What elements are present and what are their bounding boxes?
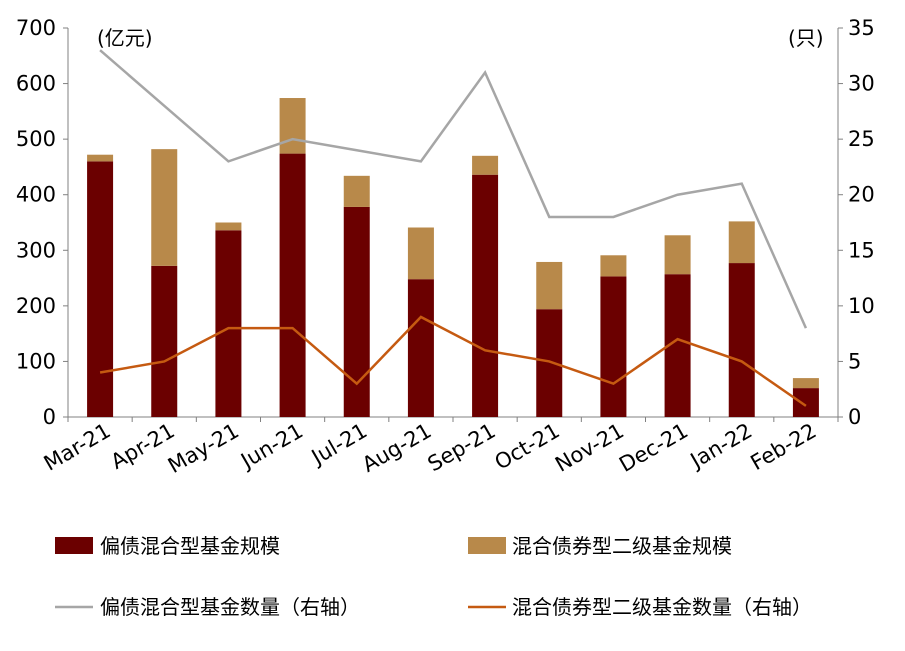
bar-2-Oct-21 <box>536 261 563 310</box>
line-series-2 <box>99 315 807 407</box>
legend-swatch-bar-1 <box>55 537 93 554</box>
right-axis-unit: (只) <box>788 26 824 50</box>
legend-label-bar-2: 混合债券型二级基金规模 <box>512 534 732 558</box>
left-tick-label: 500 <box>16 127 56 151</box>
left-tick-label: 700 <box>16 16 56 40</box>
bar-2-Jul-21 <box>343 175 370 207</box>
x-tick-label: Oct-21 <box>491 419 564 475</box>
bar-1-Jul-21 <box>343 206 370 417</box>
left-tick-label: 400 <box>16 183 56 207</box>
right-tick-label: 10 <box>848 294 875 318</box>
bar-2-Mar-21 <box>87 154 114 162</box>
legend: 偏债混合型基金规模 混合债券型二级基金规模 偏债混合型基金数量（右轴） 混合债券… <box>55 534 812 619</box>
left-tick-label: 100 <box>16 349 56 373</box>
x-tick-label: Sep-21 <box>424 419 500 477</box>
right-tick-label: 35 <box>848 16 875 40</box>
bar-2-Apr-21 <box>151 149 178 266</box>
bar-1-Nov-21 <box>600 276 627 417</box>
right-tick-label: 5 <box>848 349 861 373</box>
bar-2-Jun-21 <box>279 98 306 154</box>
bar-2-Jan-22 <box>728 221 755 264</box>
legend-label-line-2: 混合债券型二级基金数量（右轴） <box>512 595 812 619</box>
bar-1-Feb-22 <box>792 388 819 417</box>
bar-1-Jan-22 <box>728 263 755 417</box>
bar-1-May-21 <box>215 230 242 417</box>
left-axis-ticks: 0 100 200 300 400 500 600 700 <box>16 16 68 429</box>
line-series-1 <box>99 49 808 329</box>
x-tick-label: Jan-22 <box>685 419 756 474</box>
legend-swatch-bar-2 <box>468 537 506 554</box>
left-tick-label: 0 <box>43 405 56 429</box>
right-tick-label: 0 <box>848 405 861 429</box>
bar-2-Sep-21 <box>472 155 499 175</box>
right-tick-label: 15 <box>848 238 875 262</box>
bar-1-Jun-21 <box>279 153 306 417</box>
right-tick-label: 25 <box>848 127 875 151</box>
left-tick-label: 300 <box>16 238 56 262</box>
bar-2-Dec-21 <box>664 235 691 275</box>
legend-label-bar-1: 偏债混合型基金规模 <box>100 534 280 558</box>
left-tick-label: 200 <box>16 294 56 318</box>
bar-1-Apr-21 <box>151 265 178 417</box>
bar-2-May-21 <box>215 222 242 231</box>
bar-1-Mar-21 <box>87 161 114 417</box>
right-tick-label: 20 <box>848 183 875 207</box>
left-tick-label: 600 <box>16 72 56 96</box>
x-tick-label: Aug-21 <box>358 419 435 477</box>
bar-2-Nov-21 <box>600 255 627 277</box>
x-tick-label: Jun-21 <box>235 419 307 474</box>
line-series-group <box>99 49 808 407</box>
bar-2-Feb-22 <box>792 378 819 389</box>
right-tick-label: 30 <box>848 72 875 96</box>
bar-series-group <box>87 98 819 417</box>
x-tick-label: Feb-22 <box>747 419 821 476</box>
bar-1-Sep-21 <box>472 174 499 417</box>
left-axis-unit: (亿元) <box>97 26 153 50</box>
x-tick-label: May-21 <box>164 419 243 478</box>
bar-2-Aug-21 <box>407 227 434 280</box>
legend-label-line-1: 偏债混合型基金数量（右轴） <box>100 595 360 619</box>
bar-1-Oct-21 <box>536 309 563 417</box>
bar-1-Aug-21 <box>407 279 434 417</box>
x-tick-label: Dec-21 <box>615 419 692 477</box>
x-tick-label: Nov-21 <box>551 419 628 477</box>
right-axis-ticks: 0 5 10 15 20 25 30 35 <box>838 16 875 429</box>
